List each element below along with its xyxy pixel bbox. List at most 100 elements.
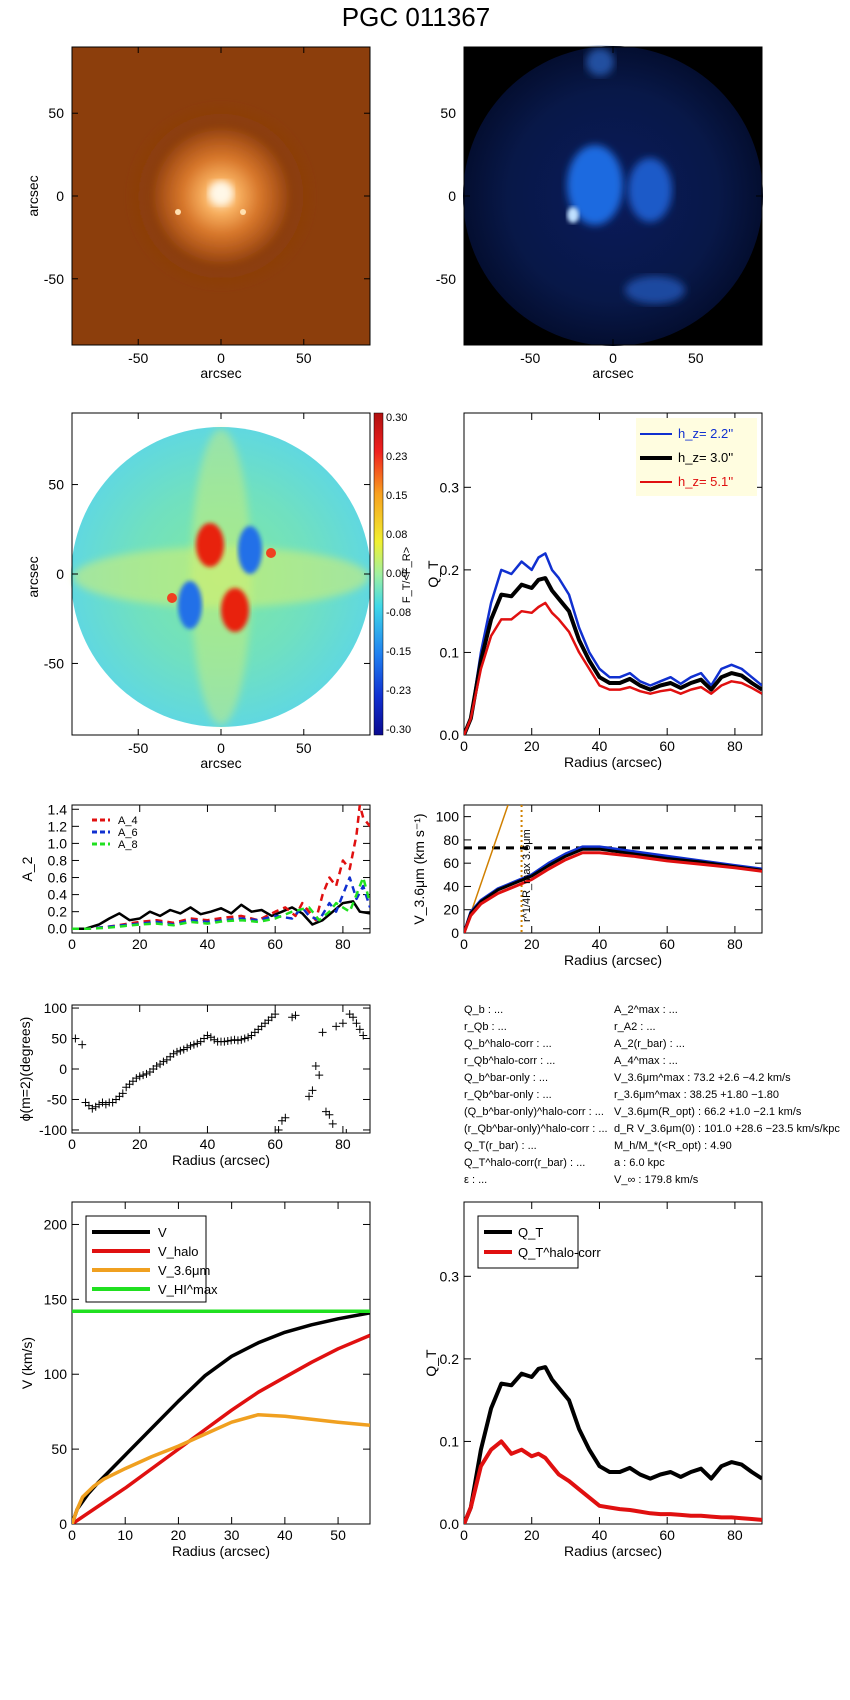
map-axes: -50 0 50 50 0 -50	[44, 413, 370, 756]
y-tick-label: 50	[48, 477, 64, 493]
data-point	[203, 1031, 212, 1040]
param-right: r_3.6μm^max : 38.25 +1.80 −1.80	[614, 1089, 779, 1101]
series-line-3	[72, 876, 370, 930]
y-tick-label: 100	[436, 809, 460, 825]
colorbar-tick-label: -0.23	[386, 685, 411, 697]
y-tick-label: 0.3	[440, 1268, 460, 1284]
data-point	[139, 1071, 148, 1080]
x-tick-label: 80	[727, 738, 743, 754]
y-tick-label: 0.0	[440, 727, 460, 743]
data-point	[311, 1061, 320, 1070]
data-point	[159, 1057, 168, 1066]
y-tick-label: 50	[48, 105, 64, 121]
data-point	[315, 1071, 324, 1080]
param-right: A_4^max : ...	[614, 1055, 678, 1067]
x-tick-label: 40	[592, 936, 608, 952]
data-point	[101, 1100, 110, 1109]
x-tick-label: 50	[296, 740, 312, 756]
legend-label: V_HI^max	[158, 1282, 218, 1297]
x-tick-label: 30	[224, 1527, 240, 1543]
data-point	[95, 1100, 104, 1109]
y-tick-label: 60	[443, 855, 459, 871]
chart-a2: 0 20 40 60 800.00.20.40.60.81.01.21.4A_2A_4A…	[19, 801, 371, 952]
y-tick-label: -100	[39, 1122, 67, 1138]
y-tick-label: 0.0	[48, 921, 68, 937]
data-point	[179, 1045, 188, 1054]
y-tick-label: 0.0	[440, 1516, 460, 1532]
y-tick-label: -50	[44, 271, 64, 287]
plot-frame	[71, 1004, 371, 1134]
data-point	[352, 1019, 361, 1028]
data-point	[349, 1013, 358, 1022]
plot-area	[72, 805, 370, 930]
y-axis-label: A_2	[19, 856, 35, 881]
param-left: r_Qb^bar-only : ...	[464, 1089, 552, 1101]
y-tick-label: 50	[440, 105, 456, 121]
map-spot	[266, 548, 276, 558]
x-tick-label: 50	[296, 350, 312, 366]
y-axis-label: arcsec	[25, 175, 41, 216]
data-point	[132, 1074, 141, 1083]
param-left: (r_Qb^bar-only)^halo-corr : ...	[464, 1123, 608, 1135]
data-point	[308, 1086, 317, 1095]
x-tick-label: 60	[659, 1527, 675, 1543]
colorbar-label: F_T/<F_R>	[401, 547, 413, 603]
data-point	[135, 1072, 144, 1081]
y-tick-label: 0	[56, 566, 64, 582]
y-tick-label: 0.1	[440, 1433, 460, 1449]
data-point	[328, 1119, 337, 1128]
legend-box	[477, 1215, 579, 1269]
plot-area	[72, 1010, 368, 1133]
series-line-3	[464, 851, 762, 933]
x-tick-label: -50	[520, 350, 540, 366]
y-tick-label: 80	[443, 832, 459, 848]
bright-region	[567, 145, 623, 225]
bright-region	[586, 48, 614, 76]
plot-frame	[463, 412, 763, 736]
data-point	[274, 1125, 283, 1133]
map-blue-lobe	[178, 581, 202, 629]
plot-frame	[71, 1201, 371, 1525]
y-tick-label: 0	[451, 925, 459, 941]
param-left: Q_T^halo-corr(r_bar) : ...	[464, 1157, 585, 1169]
y-tick-label: 50	[51, 1441, 67, 1457]
x-tick-label: 0	[609, 350, 617, 366]
data-point	[118, 1089, 127, 1098]
x-axis-label: arcsec	[200, 365, 241, 381]
y-tick-label: 1.4	[48, 801, 68, 817]
y-tick-label: 1.2	[48, 818, 68, 834]
x-tick-label: 80	[335, 1136, 351, 1152]
legend-label: h_z= 2.2''	[678, 426, 733, 441]
y-tick-label: 0	[448, 188, 456, 204]
series-line-2	[464, 601, 762, 735]
x-tick-label: 60	[659, 738, 675, 754]
colorbar-tick-label: 0.30	[386, 412, 407, 424]
series-line-1	[464, 576, 762, 735]
x-tick-label: 0	[217, 740, 225, 756]
image-axes: -50 0 50 50 0 -50	[436, 47, 762, 366]
data-point	[271, 1010, 280, 1019]
data-point	[223, 1036, 232, 1045]
chart-vrot: 0 10 20 30 40 50 0 50 100 150 200 Radius (arcsec) V …	[19, 1201, 371, 1559]
x-axis-label: Radius (arcsec)	[564, 952, 662, 968]
y-axis-label: Q_T	[425, 560, 441, 588]
colorbar-tick-label: 0.23	[386, 451, 407, 463]
param-right: a : 6.0 kpc	[614, 1157, 665, 1169]
bright-region	[628, 158, 672, 222]
y-tick-label: 0.1	[440, 644, 460, 660]
y-tick-label: 100	[44, 1366, 68, 1382]
data-point	[355, 1025, 364, 1034]
legend-label: Q_T^halo-corr	[518, 1245, 601, 1260]
panel-blue-image: -50 0 50 50 0 -50 arcsec	[436, 46, 763, 381]
x-tick-label: 0	[460, 1527, 468, 1543]
plot-frame	[463, 804, 763, 934]
data-point	[210, 1035, 219, 1044]
legend-label: A_8	[118, 839, 138, 851]
legend-label: A_4	[118, 815, 138, 827]
plot-area	[464, 552, 762, 735]
param-right: d_R V_3.6μm(0) : 101.0 +28.6 −23.5 km/s/…	[614, 1123, 840, 1135]
x-axis-label: Radius (arcsec)	[172, 1543, 270, 1559]
data-point	[305, 1092, 314, 1101]
chart-qt-halo: 0 20 40 60 80 0.0 0.1 0.2 0.3 Radius (arcsec) Q_T Q…	[423, 1201, 763, 1559]
